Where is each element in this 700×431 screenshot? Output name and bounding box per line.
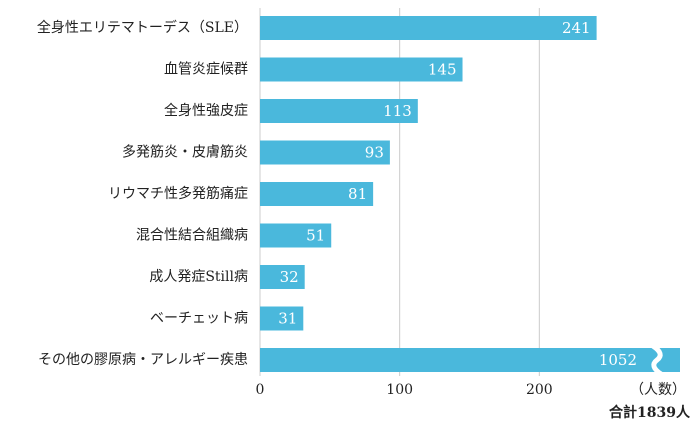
- bar: [260, 16, 597, 40]
- y-tick-label: 混合性結合組織病: [136, 228, 248, 244]
- y-tick-label: 成人発症Still病: [149, 269, 248, 285]
- y-tick-label: 血管炎症候群: [164, 62, 248, 78]
- bar: [260, 182, 374, 206]
- bar: [260, 57, 463, 82]
- bar: [260, 348, 680, 372]
- bar: [260, 140, 390, 165]
- value-label: 81: [348, 185, 367, 203]
- bar: [260, 99, 418, 123]
- break-mark: [651, 343, 663, 377]
- bar: [260, 265, 305, 289]
- x-tick-label: 0: [256, 382, 265, 398]
- y-tick-label: その他の膠原病・アレルギー疾患: [38, 352, 248, 368]
- bar: [260, 223, 332, 248]
- y-tick-label: 全身性エリテマトーデス（SLE）: [37, 19, 248, 36]
- y-tick-label: 多発筋炎・皮膚筋炎: [122, 144, 248, 161]
- x-unit: （人数）: [630, 382, 686, 398]
- value-label: 145: [428, 61, 457, 79]
- x-tick-label: 200: [526, 382, 553, 398]
- value-label: 32: [280, 268, 299, 286]
- value-label: 31: [278, 310, 297, 328]
- x-tick-label: 100: [386, 382, 413, 398]
- total: 合計1839人: [609, 404, 691, 421]
- y-tick-label: 全身性強皮症: [164, 102, 248, 119]
- value-label: 51: [306, 227, 325, 245]
- y-tick-label: ベーチェット病: [150, 311, 248, 327]
- value-label: 1052: [599, 351, 637, 369]
- value-label: 93: [365, 144, 384, 162]
- value-label: 241: [562, 19, 591, 37]
- value-label: 113: [383, 102, 412, 120]
- y-tick-label: リウマチ性多発筋痛症: [108, 185, 248, 202]
- bar: [260, 306, 304, 331]
